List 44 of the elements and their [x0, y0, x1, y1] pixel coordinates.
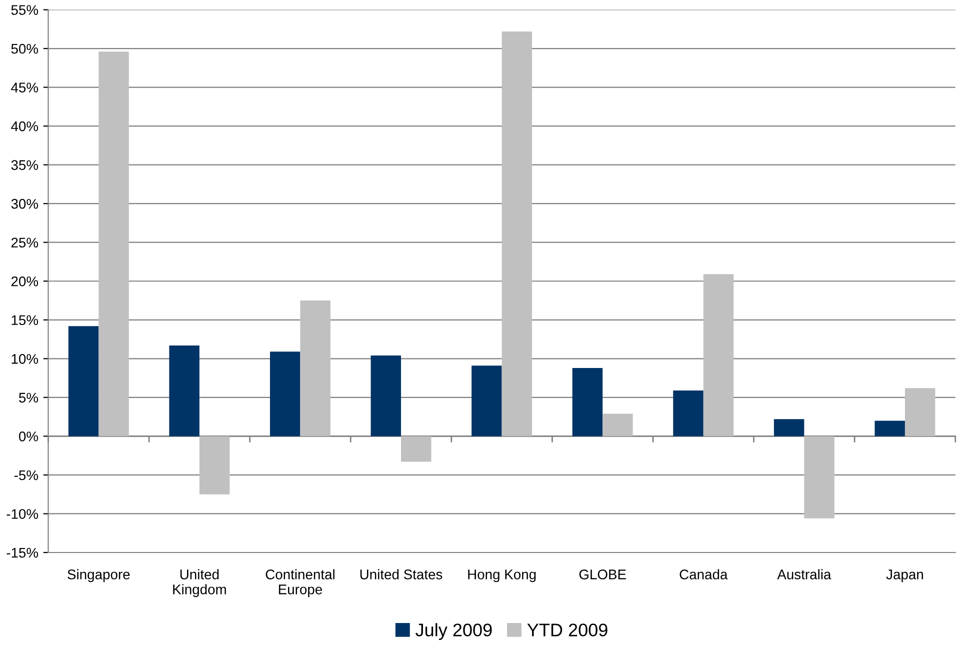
y-tick-label: 0% [18, 432, 38, 442]
y-tick-label: 25% [11, 238, 38, 248]
bar [703, 274, 734, 436]
y-tick-label: 10% [12, 354, 38, 364]
y-tick-label: 55% [11, 5, 38, 15]
y-tick-label: -10% [6, 509, 38, 519]
legend-label: July 2009 [416, 623, 492, 640]
y-tick-label: -5% [14, 470, 38, 480]
legend-label: YTD 2009 [527, 624, 608, 636]
x-tick-label: Australia [777, 569, 832, 580]
y-tick-label: -15% [6, 548, 38, 558]
y-tick-label: 50% [11, 44, 38, 54]
y-tick-label: 20% [11, 276, 38, 286]
x-tick-label: Canada [680, 569, 728, 580]
bar [370, 356, 402, 436]
bar [300, 300, 330, 436]
bar [602, 414, 633, 436]
y-tick-label: 5% [19, 392, 38, 403]
bar [270, 352, 300, 436]
y-tick-label: 30% [11, 198, 38, 209]
bar [572, 368, 603, 436]
y-tick-label: 45% [11, 82, 38, 92]
x-tick-label: Singapore [68, 569, 130, 582]
bar [673, 390, 704, 436]
bar [774, 419, 804, 436]
y-tick-label: 15% [12, 315, 38, 326]
bar [401, 436, 432, 462]
bar [98, 52, 129, 436]
x-tick-label: GLOBE [579, 570, 626, 580]
bar [904, 388, 936, 436]
y-tick-label: 40% [11, 121, 38, 132]
x-tick-label: Hong Kong [468, 570, 536, 582]
y-tick-label: 35% [11, 160, 38, 170]
bar [68, 326, 99, 436]
x-tick-label: United Kingdom [173, 569, 226, 598]
bar [804, 436, 834, 518]
x-tick-label: Japan [886, 570, 923, 582]
bar [502, 31, 532, 436]
bar [169, 345, 200, 436]
bar [472, 366, 502, 436]
bar [199, 436, 230, 494]
bar [874, 420, 905, 436]
x-tick-label: Continental Europe [266, 569, 334, 598]
x-tick-label: United States [360, 569, 442, 580]
